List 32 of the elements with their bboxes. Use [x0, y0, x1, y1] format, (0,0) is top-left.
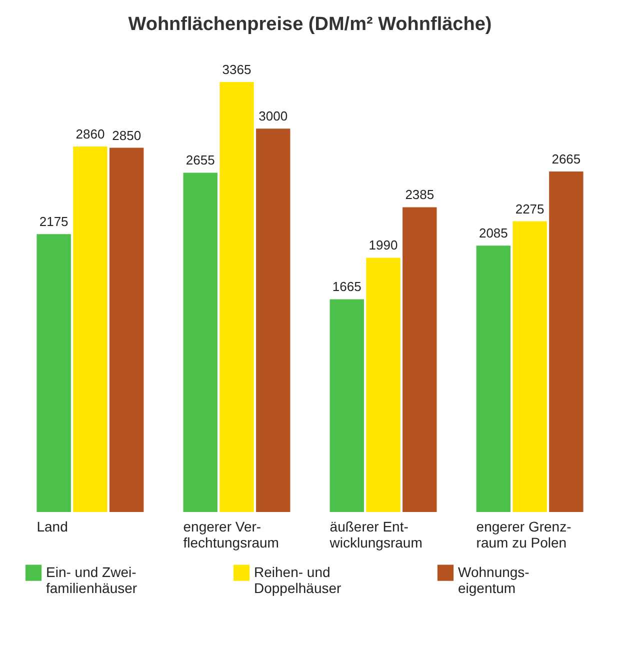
data-label: 3000	[258, 108, 288, 124]
data-label: 1665	[332, 279, 362, 294]
x-tick-label: engerer Ver- flechtungsraum	[183, 518, 279, 550]
bar	[476, 246, 511, 512]
data-label: 2175	[39, 214, 68, 230]
data-label: 2085	[478, 226, 508, 241]
bar	[402, 207, 437, 512]
x-tick-label: engerer Grenz- raum zu Polen	[476, 518, 572, 550]
x-tick-label: äußerer Ent- wicklungsraum	[328, 518, 422, 550]
data-label: 3365	[222, 62, 252, 77]
legend-label: Ein- und Zwei- familienhäuser	[46, 564, 138, 596]
bar	[256, 128, 290, 512]
x-tick-label: Land	[36, 518, 68, 534]
bar	[366, 258, 400, 512]
bar	[220, 82, 254, 512]
bar	[183, 172, 218, 512]
data-label: 2275	[515, 201, 544, 216]
data-label: 1990	[368, 238, 398, 253]
data-label: 2655	[186, 152, 215, 168]
data-label: 2665	[552, 151, 581, 166]
bar	[330, 299, 364, 512]
chart-title: Wohnflächenpreise (DM/m² Wohnfläche)	[128, 14, 492, 35]
data-label: 2860	[76, 126, 105, 142]
bar	[73, 146, 108, 512]
bar	[512, 221, 547, 512]
data-label: 2850	[112, 128, 142, 143]
bar	[36, 234, 71, 512]
bar	[109, 148, 144, 512]
data-label: 2385	[405, 187, 434, 202]
legend-label: Wohnungs- eigentum	[458, 564, 530, 596]
legend-label: Reihen- und Doppelhäuser	[254, 564, 342, 596]
bar	[549, 171, 584, 512]
